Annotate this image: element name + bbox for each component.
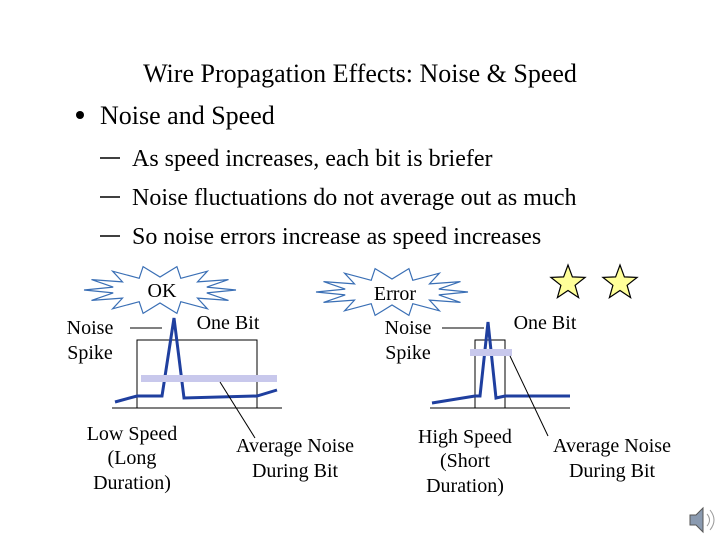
average-label: Average Noise — [236, 435, 354, 457]
average-bar — [470, 349, 512, 356]
pointer — [219, 381, 256, 439]
speed-label: High Speed — [418, 426, 512, 448]
speed-label: (Long — [108, 447, 157, 469]
callout-burst — [83, 265, 237, 315]
average-label: During Bit — [252, 460, 339, 482]
average-label: During Bit — [569, 460, 656, 482]
speed-label: Duration) — [426, 475, 504, 497]
spike-label: Spike — [67, 342, 113, 364]
spike-label: Spike — [385, 342, 431, 364]
star — [549, 263, 587, 300]
pointer — [509, 355, 549, 437]
star — [601, 263, 639, 300]
signal — [431, 321, 570, 405]
speed-label: Duration) — [93, 472, 171, 494]
sub-bullet: So noise errors increase as speed increa… — [132, 224, 541, 250]
speed-label: Low Speed — [87, 423, 178, 445]
title: Wire Propagation Effects: Noise & Speed — [143, 59, 577, 88]
callout: Error — [374, 283, 417, 305]
sub-bullet: As speed increases, each bit is briefer — [132, 146, 493, 172]
average-label: Average Noise — [553, 435, 671, 457]
spike-label: Noise — [67, 317, 114, 339]
bit-label: One Bit — [197, 312, 260, 334]
callout: OK — [148, 280, 177, 302]
signal — [114, 317, 278, 404]
average-bar — [141, 375, 277, 382]
speaker-icon[interactable] — [689, 506, 715, 534]
spike-label: Noise — [385, 317, 432, 339]
bit-label: One Bit — [514, 312, 577, 334]
speed-label: (Short — [440, 450, 490, 472]
bullet-dot — [76, 111, 84, 119]
sub-bullet: Noise fluctuations do not average out as… — [132, 185, 577, 211]
bullet: Noise and Speed — [100, 101, 275, 130]
callout-burst — [315, 267, 469, 317]
